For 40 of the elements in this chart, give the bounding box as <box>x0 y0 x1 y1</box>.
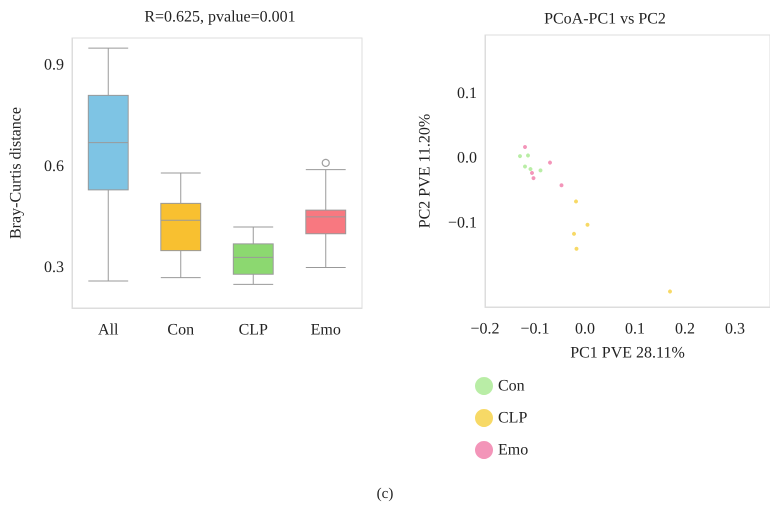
x-tick-label: 0.3 <box>725 320 745 338</box>
point <box>574 246 578 251</box>
point <box>530 170 534 175</box>
x-tick-label: Con <box>167 322 194 338</box>
x-tick-label: −0.2 <box>470 320 500 338</box>
x-tick-label: 0.0 <box>575 320 595 338</box>
x-tick-label: All <box>98 322 120 338</box>
point <box>548 160 552 165</box>
point <box>572 232 576 236</box>
point <box>528 167 532 172</box>
legend-label: CLP <box>498 410 528 426</box>
chart-title: PCoA-PC1 vs PC2 <box>544 10 666 28</box>
y-tick-label: 0.0 <box>457 150 477 167</box>
text: (c) <box>376 486 394 503</box>
legend-label: Emo <box>498 442 528 458</box>
y-tick-label: −0.1 <box>448 214 477 232</box>
point <box>518 154 522 158</box>
point <box>523 164 527 168</box>
point <box>523 145 527 150</box>
point <box>668 289 672 294</box>
y-axis-title: PC2 PVE 11.20% <box>416 114 434 228</box>
x-axis-title: PC1 PVE 28.11% <box>570 344 685 362</box>
point <box>538 168 542 172</box>
chart-title: R=0.625, pvalue=0.001 <box>144 8 296 26</box>
y-tick-label: 0.9 <box>44 56 64 74</box>
x-tick-label: 0.2 <box>675 320 695 338</box>
y-tick-label: 0.3 <box>44 259 64 276</box>
y-tick-label: 0.1 <box>457 84 477 102</box>
x-tick-label: CLP <box>238 322 268 338</box>
point <box>586 222 590 227</box>
x-tick-label: −0.1 <box>520 320 550 338</box>
point <box>526 153 530 158</box>
point <box>560 183 564 188</box>
y-tick-label: 0.6 <box>44 158 64 175</box>
x-tick-label: 0.1 <box>625 320 645 338</box>
point <box>574 199 578 204</box>
y-axis-title: Bray-Curtis distance <box>8 107 24 239</box>
legend-label: Con <box>498 378 525 394</box>
x-tick-label: Emo <box>310 322 341 338</box>
point <box>532 176 536 180</box>
